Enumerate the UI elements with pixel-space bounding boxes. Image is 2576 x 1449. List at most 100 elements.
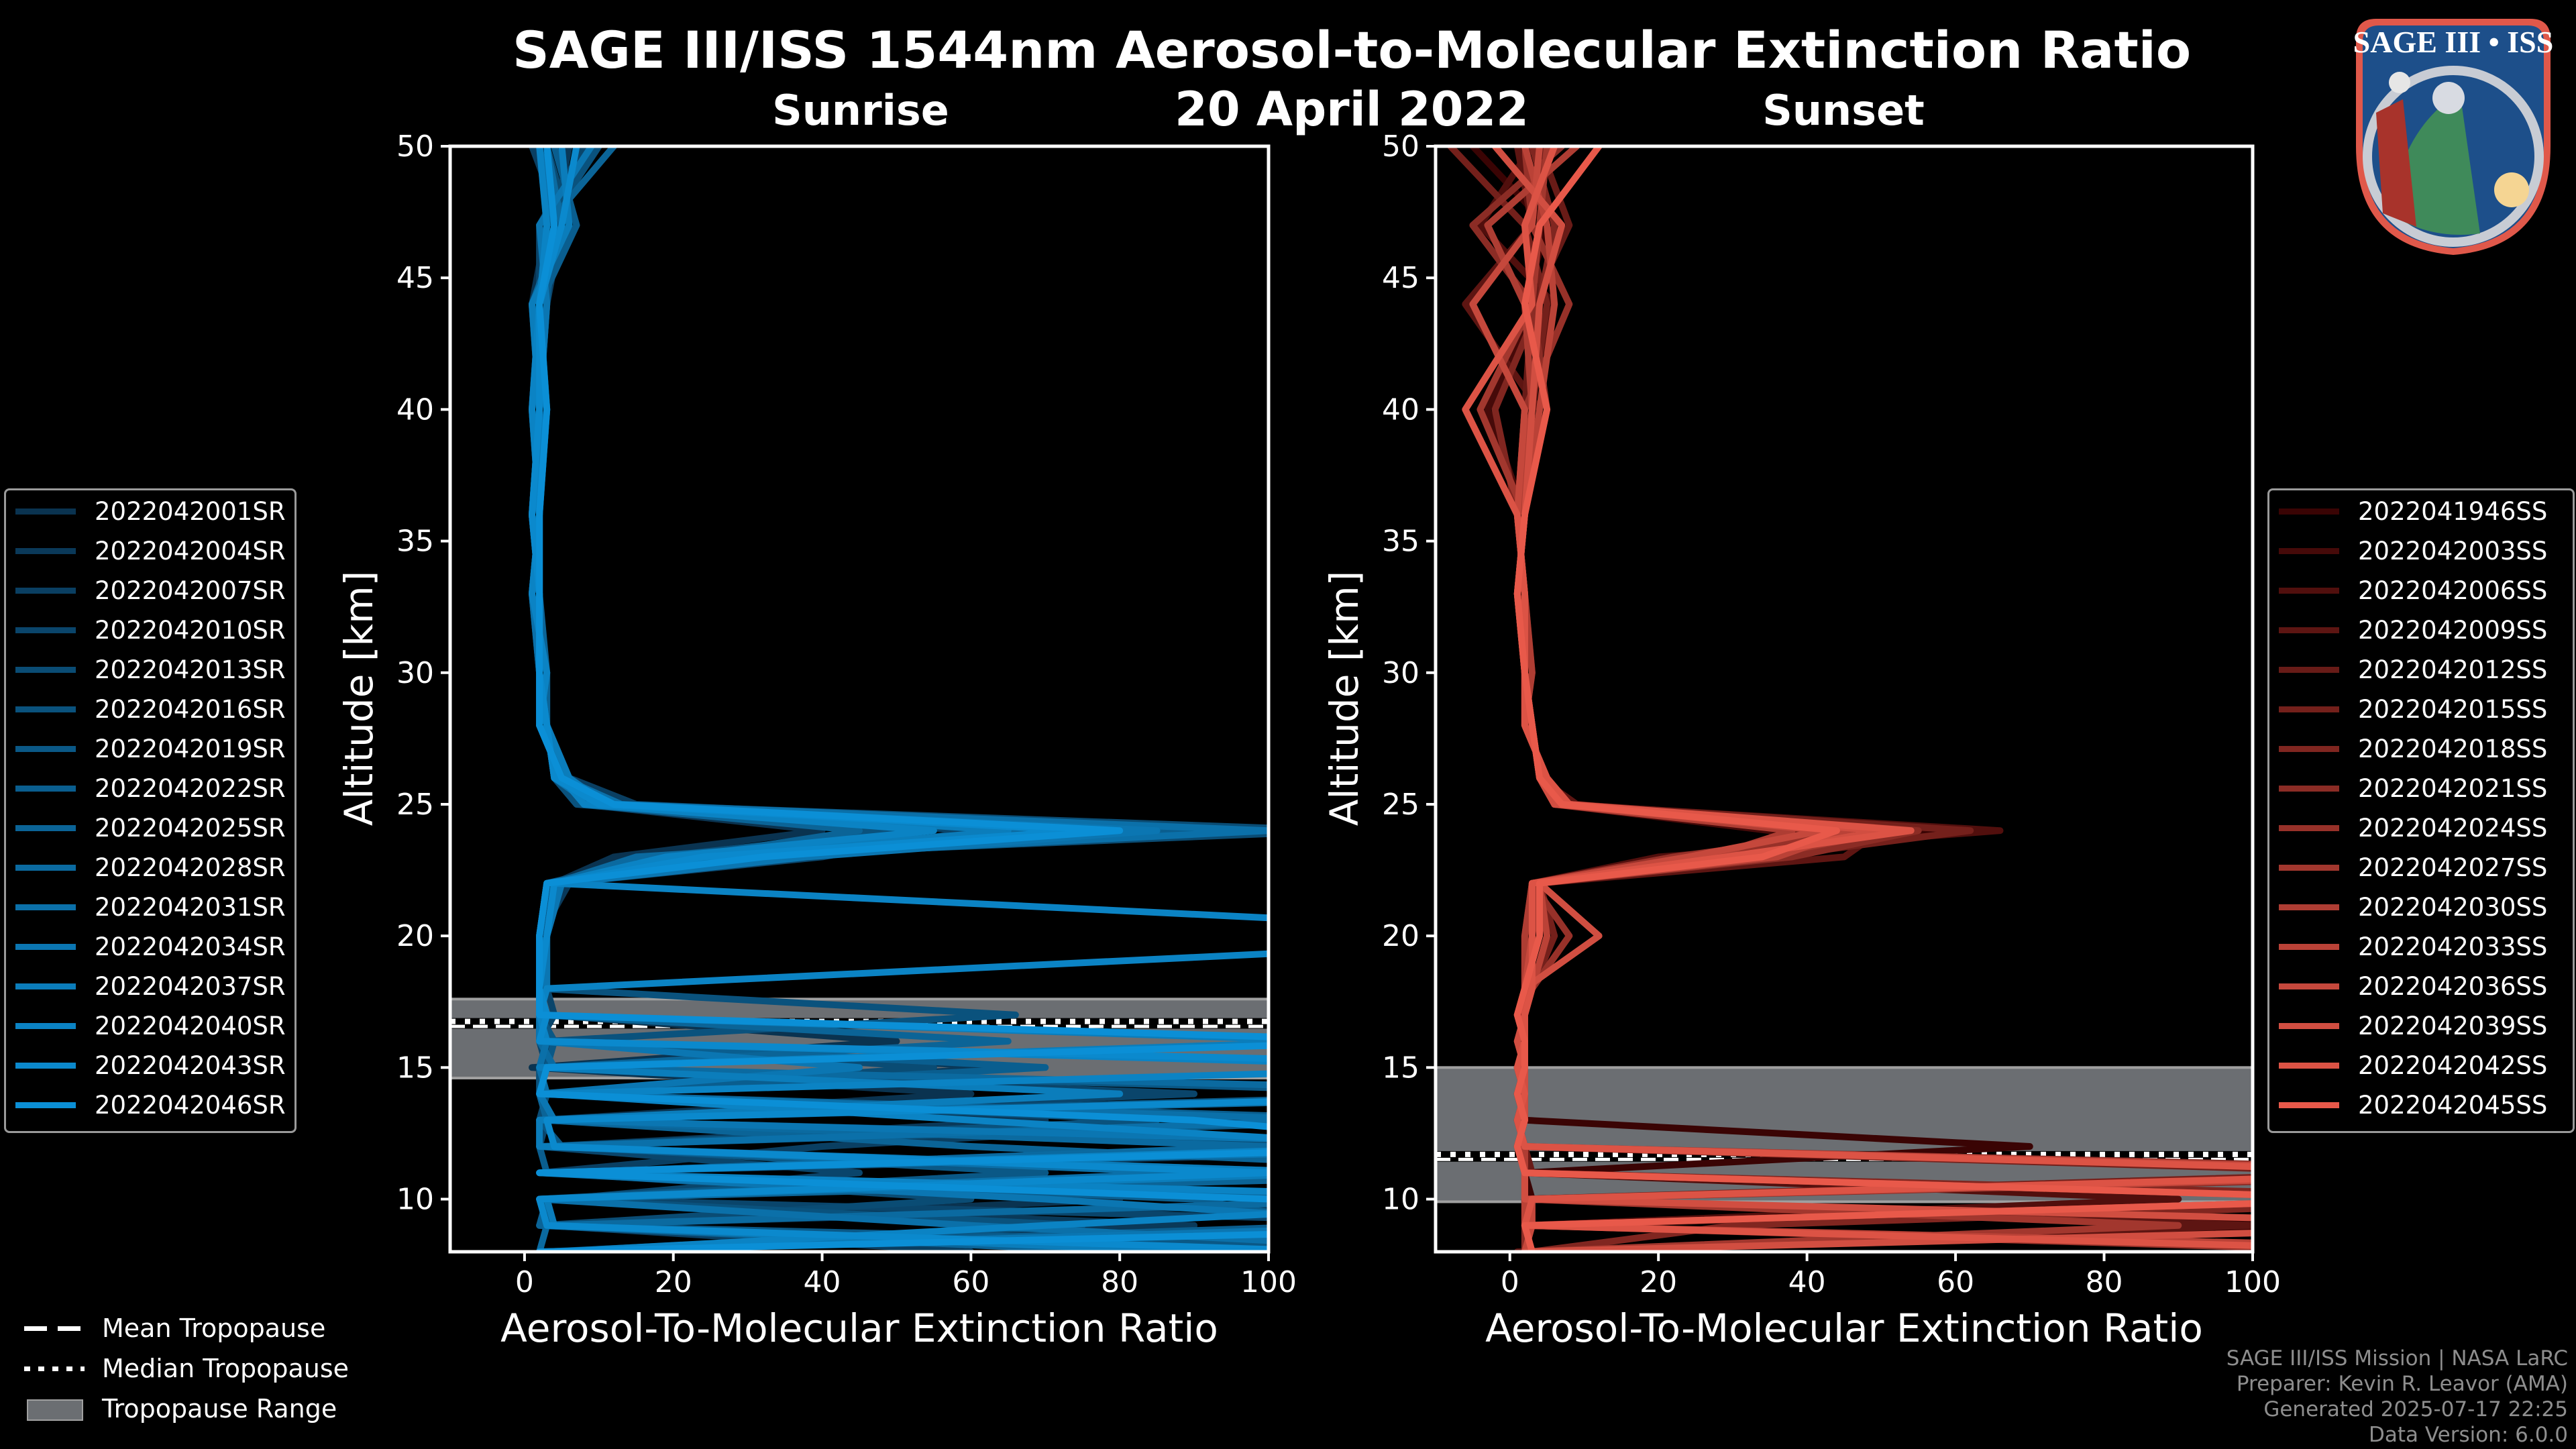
x-tick-label: 80 [2086, 1265, 2123, 1299]
legend-item: 2022042012SS [2269, 653, 2547, 686]
x-tick-label: 40 [1788, 1265, 1826, 1299]
y-tick-label: 50 [396, 129, 434, 164]
x-axis-label: Aerosol-To-Molecular Extinction Ratio [500, 1305, 1218, 1351]
y-tick-label: 20 [396, 919, 434, 953]
legend-line-swatch [2279, 864, 2339, 871]
legend-line-swatch [2279, 904, 2339, 910]
logo-text: SAGE III • ISS [2353, 25, 2554, 59]
legend-tropopause-range: Tropopause Range [24, 1394, 337, 1424]
legend-label: 2022042031SR [95, 892, 286, 922]
legend-label: 2022042022SR [95, 773, 286, 803]
plot-area [450, 146, 1269, 1252]
y-axis-label: Altitude [km] [1322, 571, 1367, 826]
y-tick-label: 25 [1382, 788, 1419, 822]
legend-line-swatch [15, 1102, 76, 1108]
legend-item: 2022042036SS [2269, 969, 2547, 1003]
legend-line-swatch [2279, 587, 2339, 594]
legend-label: Median Tropopause [102, 1354, 349, 1383]
y-tick-label: 35 [1382, 525, 1419, 559]
series-line-2022042046SR [536, 146, 1269, 1252]
legend-line-swatch [2279, 508, 2339, 515]
legend-label: 2022042027SS [2358, 853, 2548, 882]
legend-item: 2022042018SS [2269, 732, 2547, 765]
legend-item: 2022042024SS [2269, 811, 2547, 845]
x-axis-label: Aerosol-To-Molecular Extinction Ratio [1485, 1305, 2203, 1351]
legend-item: 2022042021SS [2269, 771, 2547, 805]
y-tick-label: 40 [1382, 392, 1419, 427]
footer-preparer: Preparer: Kevin R. Leavor (AMA) [2236, 1372, 2568, 1396]
panel-title-sunrise: Sunrise [772, 86, 949, 135]
legend-line-swatch [2279, 627, 2339, 633]
legend-label: 2022042034SR [95, 932, 286, 961]
legend-item: 2022042019SR [6, 732, 286, 765]
x-tick-label: 0 [1501, 1265, 1519, 1299]
legend-item: 2022042033SS [2269, 930, 2547, 963]
legend-item: 2022042039SS [2269, 1009, 2547, 1042]
y-tick-label: 10 [1382, 1183, 1419, 1217]
legend-label: 2022042013SR [95, 655, 286, 684]
y-tick-label: 35 [396, 525, 434, 559]
y-axis-label: Altitude [km] [336, 571, 382, 826]
series-line-2022042045SS [1513, 146, 2253, 1252]
legend-item: 2022042042SS [2269, 1049, 2547, 1082]
legend-label: Tropopause Range [102, 1394, 337, 1424]
footer-version: Data Version: 6.0.0 [2368, 1423, 2568, 1447]
legend-line-swatch [15, 706, 76, 712]
legend-label: 2022042015SS [2358, 694, 2548, 724]
panel-title-sunset: Sunset [1762, 86, 1925, 135]
legend-label: 2022042036SS [2358, 971, 2548, 1001]
legend-item: 2022042007SR [6, 574, 286, 607]
legend-item: 2022042031SR [6, 890, 286, 924]
legend-label: Mean Tropopause [102, 1313, 326, 1343]
legend-item: 2022042022SR [6, 771, 286, 805]
legend-item: 2022042015SS [2269, 692, 2547, 726]
x-tick-label: 100 [2224, 1265, 2281, 1299]
legend-line-swatch [2279, 745, 2339, 752]
x-tick-label: 40 [804, 1265, 841, 1299]
legend-item: 2022042003SS [2269, 534, 2547, 568]
legend-line-swatch [15, 587, 76, 594]
legend-line-swatch [15, 824, 76, 831]
footer-mission: SAGE III/ISS Mission | NASA LaRC [2226, 1346, 2568, 1371]
legend-item: 2022042016SR [6, 692, 286, 726]
plot-sunrise: 0 20 40 60 80 100 10 15 20 25 30 35 40 45 50 Aerosol-To… [336, 129, 1297, 1351]
legend-item: 2022042025SR [6, 811, 286, 845]
sunset-legend: 2022041946SS 2022042003SS 2022042006SS 2022… [2267, 488, 2575, 1133]
legend-line-swatch [15, 547, 76, 554]
date-subtitle: 20 April 2022 [1175, 82, 1529, 137]
legend-label: 2022042030SS [2358, 892, 2548, 922]
y-tick-label: 45 [1382, 261, 1419, 295]
legend-label: 2022042046SR [95, 1090, 286, 1120]
chart-title: SAGE III/ISS 1544nm Aerosol-to-Molecular… [512, 20, 2192, 80]
legend-label: 2022041946SS [2358, 496, 2548, 526]
legend-label: 2022042012SS [2358, 655, 2548, 684]
legend-label: 2022042006SS [2358, 576, 2548, 605]
legend-line-swatch [15, 666, 76, 673]
footer-credits: SAGE III/ISS Mission | NASA LaRC Prepare… [2226, 1346, 2568, 1448]
legend-label: 2022042043SR [95, 1051, 286, 1080]
legend-item: 2022042004SR [6, 534, 286, 568]
legend-item: 2022042040SR [6, 1009, 286, 1042]
legend-line-swatch [2279, 666, 2339, 673]
series-line-2022042042SS [1462, 146, 2253, 1249]
legend-item: 2022042027SS [2269, 851, 2547, 884]
y-tick-label: 20 [1382, 919, 1419, 953]
legend-item: 2022042030SS [2269, 890, 2547, 924]
legend-line-swatch [15, 943, 76, 950]
y-tick-label: 15 [396, 1051, 434, 1085]
legend-label: 2022042045SS [2358, 1090, 2548, 1120]
legend-line-swatch [2279, 785, 2339, 792]
y-tick-label: 50 [1382, 129, 1419, 164]
legend-line-swatch [15, 1022, 76, 1029]
plot-sunset: 0 20 40 60 80 100 10 15 20 25 30 35 40 45 50 Aerosol-To… [1322, 129, 2281, 1351]
legend-label: 2022042018SS [2358, 734, 2548, 763]
legend-label: 2022042024SS [2358, 813, 2548, 843]
legend-line-swatch [15, 904, 76, 910]
x-tick-label: 60 [952, 1265, 989, 1299]
y-tick-label: 25 [396, 788, 434, 822]
legend-label: 2022042001SR [95, 496, 286, 526]
y-tick-label: 30 [396, 656, 434, 690]
y-tick-label: 10 [396, 1183, 434, 1217]
legend-label: 2022042039SS [2358, 1011, 2548, 1040]
